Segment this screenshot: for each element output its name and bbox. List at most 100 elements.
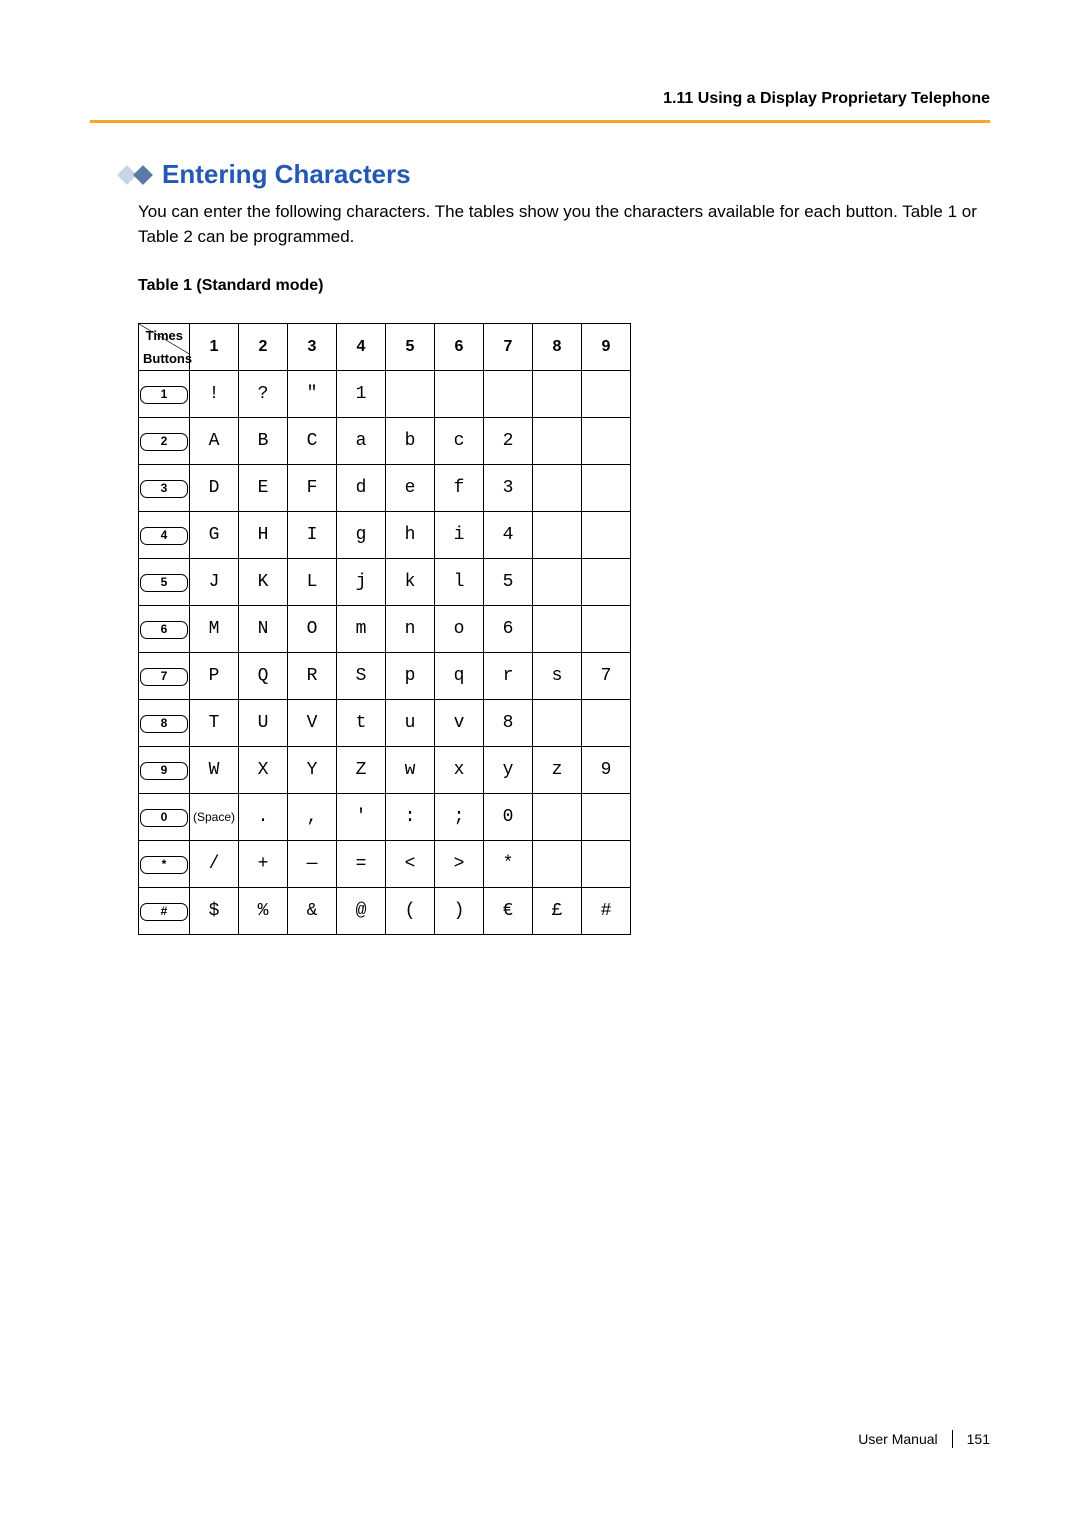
char-cell: p — [386, 653, 435, 700]
keycap-icon: 2 — [140, 433, 188, 451]
char-cell — [435, 371, 484, 418]
button-cell: * — [139, 841, 190, 888]
char-cell: 6 — [484, 606, 533, 653]
char-cell: t — [337, 700, 386, 747]
char-cell: 0 — [484, 794, 533, 841]
char-cell: u — [386, 700, 435, 747]
char-cell: H — [239, 512, 288, 559]
character-table: Times Buttons 123456789 1!?"12ABCabc23DE… — [138, 323, 631, 935]
page-title: Entering Characters — [162, 159, 411, 190]
char-cell: T — [190, 700, 239, 747]
title-row: Entering Characters — [120, 159, 990, 190]
char-cell: d — [337, 465, 386, 512]
keycap-icon: 3 — [140, 480, 188, 498]
char-cell — [582, 606, 631, 653]
table-row: 0(Space).,':;0 — [139, 794, 631, 841]
char-cell: " — [288, 371, 337, 418]
char-cell: X — [239, 747, 288, 794]
button-cell: 8 — [139, 700, 190, 747]
char-cell: V — [288, 700, 337, 747]
page: 1.11 Using a Display Proprietary Telepho… — [0, 0, 1080, 1528]
char-cell: n — [386, 606, 435, 653]
char-cell: Z — [337, 747, 386, 794]
char-cell: l — [435, 559, 484, 606]
char-cell: W — [190, 747, 239, 794]
table-row: 6MNOmno6 — [139, 606, 631, 653]
table-corner-cell: Times Buttons — [139, 324, 190, 371]
keycap-icon: 6 — [140, 621, 188, 639]
table-row: 4GHIghi4 — [139, 512, 631, 559]
footer-separator — [952, 1430, 953, 1448]
table-row: 9WXYZwxyz9 — [139, 747, 631, 794]
title-bullet-icon — [120, 168, 150, 182]
char-cell — [533, 794, 582, 841]
char-cell: g — [337, 512, 386, 559]
button-cell: 4 — [139, 512, 190, 559]
char-cell: R — [288, 653, 337, 700]
char-cell — [582, 794, 631, 841]
table-col-header: 7 — [484, 324, 533, 371]
char-cell: k — [386, 559, 435, 606]
table-col-header: 1 — [190, 324, 239, 371]
button-cell: 3 — [139, 465, 190, 512]
char-cell: 3 — [484, 465, 533, 512]
char-cell: P — [190, 653, 239, 700]
keycap-icon: 7 — [140, 668, 188, 686]
char-cell: M — [190, 606, 239, 653]
keycap-icon: 0 — [140, 809, 188, 827]
table-header-row: Times Buttons 123456789 — [139, 324, 631, 371]
char-cell: a — [337, 418, 386, 465]
button-cell: 7 — [139, 653, 190, 700]
char-cell: (Space) — [190, 794, 239, 841]
keycap-icon: # — [140, 903, 188, 921]
keycap-icon: 1 — [140, 386, 188, 404]
char-cell — [533, 418, 582, 465]
char-cell: € — [484, 888, 533, 935]
char-cell: S — [337, 653, 386, 700]
char-cell: 5 — [484, 559, 533, 606]
corner-label-buttons: Buttons — [143, 351, 192, 366]
char-cell: + — [239, 841, 288, 888]
table-col-header: 8 — [533, 324, 582, 371]
char-cell: q — [435, 653, 484, 700]
char-cell: # — [582, 888, 631, 935]
char-cell — [533, 559, 582, 606]
char-cell: I — [288, 512, 337, 559]
char-cell: 9 — [582, 747, 631, 794]
char-cell: x — [435, 747, 484, 794]
char-cell: N — [239, 606, 288, 653]
char-cell: ! — [190, 371, 239, 418]
section-heading: 1.11 Using a Display Proprietary Telepho… — [90, 90, 990, 120]
char-cell: o — [435, 606, 484, 653]
footer-page-number: 151 — [967, 1431, 990, 1447]
char-cell: w — [386, 747, 435, 794]
char-cell: ' — [337, 794, 386, 841]
char-cell: b — [386, 418, 435, 465]
char-cell: c — [435, 418, 484, 465]
keycap-icon: * — [140, 856, 188, 874]
table-col-header: 9 — [582, 324, 631, 371]
char-cell: * — [484, 841, 533, 888]
char-cell: / — [190, 841, 239, 888]
table-col-header: 5 — [386, 324, 435, 371]
char-cell — [582, 465, 631, 512]
table-row: 2ABCabc2 — [139, 418, 631, 465]
table-caption: Table 1 (Standard mode) — [138, 277, 990, 295]
table-col-header: 2 — [239, 324, 288, 371]
char-cell — [533, 700, 582, 747]
table-row: #$%&@()€£# — [139, 888, 631, 935]
char-cell — [582, 512, 631, 559]
char-cell — [582, 371, 631, 418]
char-cell — [582, 700, 631, 747]
char-cell: ; — [435, 794, 484, 841]
button-cell: 5 — [139, 559, 190, 606]
char-cell: E — [239, 465, 288, 512]
char-cell: Q — [239, 653, 288, 700]
char-cell: C — [288, 418, 337, 465]
char-cell: F — [288, 465, 337, 512]
char-cell — [533, 606, 582, 653]
char-cell — [582, 559, 631, 606]
divider-rule — [90, 120, 990, 123]
keycap-icon: 9 — [140, 762, 188, 780]
char-cell — [582, 841, 631, 888]
